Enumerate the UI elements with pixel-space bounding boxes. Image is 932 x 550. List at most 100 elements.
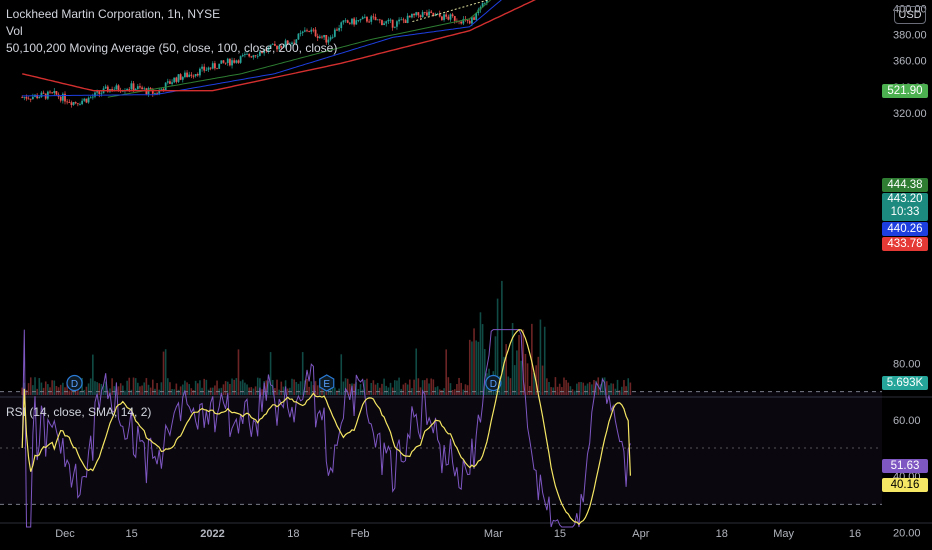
candle-body	[220, 60, 223, 64]
candle-body	[81, 100, 84, 105]
volume-bar	[259, 378, 261, 395]
volume-bar	[359, 384, 362, 395]
moving-average-legend[interactable]: 50,100,200 Moving Average (50, close, 10…	[6, 41, 338, 55]
volume-bar	[503, 356, 505, 395]
volume-bar	[608, 385, 610, 395]
candle-body	[316, 36, 319, 39]
symbol-legend[interactable]: Lockheed Martin Corporation, 1h, NYSE	[6, 7, 221, 21]
candle-body	[348, 22, 351, 24]
volume-bar	[175, 383, 178, 395]
candle-body	[173, 77, 176, 83]
volume-bar	[79, 390, 81, 395]
candle-body	[31, 96, 34, 100]
candle-body	[299, 32, 302, 34]
volume-bar	[374, 384, 377, 395]
volume-bar	[160, 382, 163, 395]
candle-body	[438, 13, 441, 17]
volume-bar	[319, 384, 321, 395]
volume-bar	[261, 389, 263, 395]
candle-body	[483, 2, 486, 4]
trend-line-1	[412, 0, 490, 23]
candle-body	[312, 29, 315, 31]
candle-body	[258, 51, 261, 56]
candle-body	[318, 36, 321, 39]
rsi-tick-label: 80.00	[893, 358, 921, 370]
candle-body	[166, 81, 169, 83]
volume-bar	[445, 349, 447, 395]
candle-body	[164, 82, 167, 91]
candle-body	[42, 92, 45, 94]
candle-body	[301, 31, 304, 33]
volume-bar	[509, 378, 512, 395]
candle-body	[126, 89, 129, 91]
volume-bar	[460, 382, 462, 395]
volume-bar	[111, 378, 113, 395]
volume-bar	[314, 381, 317, 395]
dividend-event-icon	[485, 374, 502, 392]
candle-body	[449, 14, 452, 20]
candle-body	[229, 58, 231, 66]
candle-body	[295, 39, 298, 44]
volume-bar	[126, 380, 128, 395]
volume-bar	[625, 386, 627, 395]
volume-bar	[203, 378, 206, 395]
volume-bar	[211, 387, 214, 395]
rsi-tick-label: 60.00	[893, 415, 921, 427]
candle-body	[361, 17, 364, 20]
candle-body	[141, 87, 143, 90]
candle-body	[214, 63, 216, 69]
currency-button[interactable]: USD	[894, 6, 926, 24]
candle-body	[196, 74, 199, 76]
candle-body	[265, 49, 268, 51]
candle-body	[338, 28, 341, 31]
candle-body	[149, 88, 152, 89]
volume-bar	[141, 385, 143, 395]
volume-bar	[423, 380, 426, 395]
volume-bar	[53, 380, 56, 395]
volume-bar	[355, 382, 358, 395]
candle-body	[246, 53, 248, 55]
candle-body	[357, 20, 360, 21]
rsi-legend[interactable]: RSI (14, close, SMA, 14, 2)	[6, 405, 152, 419]
candle-body	[385, 21, 388, 24]
ma50-price-tag: 444.38	[882, 178, 928, 192]
volume-bar	[96, 382, 98, 395]
candle-body	[393, 26, 396, 28]
candle-body	[132, 83, 135, 91]
volume-bar	[402, 384, 405, 395]
candle-body	[243, 54, 246, 56]
volume-bar	[601, 377, 604, 395]
volume-bar	[299, 381, 302, 395]
volume-bar	[62, 382, 64, 395]
candle-body	[55, 91, 58, 95]
volume-bar	[280, 381, 283, 395]
volume-bar	[376, 382, 379, 395]
volume-bar	[548, 381, 550, 395]
candle-body	[400, 19, 403, 21]
volume-bar	[336, 390, 338, 395]
candle-body	[372, 16, 375, 18]
volume-bar	[278, 389, 280, 395]
price-tick-label: 380.00	[893, 30, 927, 42]
volume-bar	[408, 379, 411, 395]
candle-body	[333, 29, 336, 37]
volume-bar	[406, 384, 409, 395]
volume-bar	[383, 378, 385, 395]
candle-body	[130, 83, 133, 90]
volume-bar	[252, 388, 255, 395]
volume-bar	[417, 378, 420, 395]
candle-body	[426, 12, 428, 16]
candle-body	[233, 60, 236, 63]
candle-body	[468, 20, 471, 24]
candle-body	[325, 35, 328, 43]
time-tick-label: 15	[554, 528, 566, 540]
volume-bar	[334, 387, 336, 395]
candle-body	[485, 0, 488, 3]
candle-body	[188, 74, 191, 77]
volume-legend[interactable]: Vol	[6, 24, 23, 38]
volume-bar	[139, 386, 141, 395]
candle-body	[428, 11, 430, 16]
volume-bar	[34, 377, 36, 395]
